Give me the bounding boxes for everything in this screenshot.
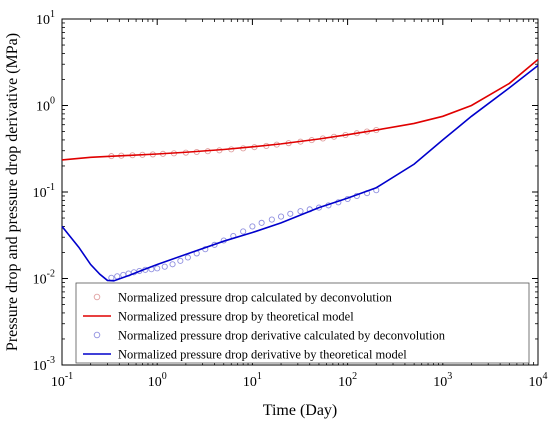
y-axis-title: Pressure drop and pressure drop derivati… — [4, 33, 21, 351]
y-tick-label: 10-1 — [33, 182, 55, 201]
series-3 — [108, 187, 380, 281]
x-axis-title: Time (Day) — [263, 402, 338, 419]
data-point — [154, 265, 161, 272]
x-tick-label: 100 — [148, 371, 167, 390]
x-tick-label: 101 — [243, 371, 262, 390]
series-4 — [61, 64, 539, 282]
data-point — [114, 273, 121, 280]
series-2 — [61, 58, 539, 161]
data-point — [258, 219, 265, 226]
legend-marker-swatch — [93, 331, 101, 339]
data-point — [161, 263, 168, 270]
y-tick-label: 100 — [36, 96, 55, 115]
series-line — [61, 58, 539, 161]
data-point — [177, 257, 184, 264]
data-point — [287, 210, 294, 217]
legend-item: Normalized pressure drop calculated by d… — [93, 291, 393, 305]
data-point — [315, 204, 322, 211]
legend-marker-swatch — [93, 293, 101, 301]
series-layer — [61, 58, 539, 282]
series-line — [61, 64, 539, 282]
data-point — [184, 254, 191, 261]
legend-item: Normalized pressure drop derivative by t… — [83, 348, 407, 362]
legend-label: Normalized pressure drop calculated by d… — [118, 291, 393, 305]
y-tick-label: 10-2 — [33, 269, 55, 288]
legend-box — [75, 282, 530, 364]
data-point — [108, 274, 115, 281]
data-point — [268, 216, 275, 223]
axis-ticks: 10-1 100 101 102 103 104 10-3 10-2 10-1 100 101 — [33, 9, 548, 390]
x-tick-label: 103 — [433, 371, 452, 390]
y-tick-label: 101 — [36, 9, 55, 28]
legend-label: Normalized pressure drop by theoretical … — [118, 310, 354, 324]
legend-label: Normalized pressure drop derivative by t… — [118, 348, 407, 362]
data-point — [249, 223, 256, 230]
legend-item: Normalized pressure drop derivative calc… — [93, 329, 446, 343]
legend: Normalized pressure drop calculated by d… — [75, 282, 530, 364]
y-tick-label: 10-3 — [33, 355, 55, 374]
data-point — [240, 228, 247, 235]
legend-label: Normalized pressure drop derivative calc… — [118, 329, 446, 343]
x-tick-label: 104 — [529, 371, 548, 390]
data-point — [297, 208, 304, 215]
data-point — [169, 261, 176, 268]
x-tick-label: 102 — [338, 371, 357, 390]
data-point — [278, 213, 285, 220]
x-tick-label: 10-1 — [51, 371, 73, 390]
legend-item: Normalized pressure drop by theoretical … — [83, 310, 354, 324]
